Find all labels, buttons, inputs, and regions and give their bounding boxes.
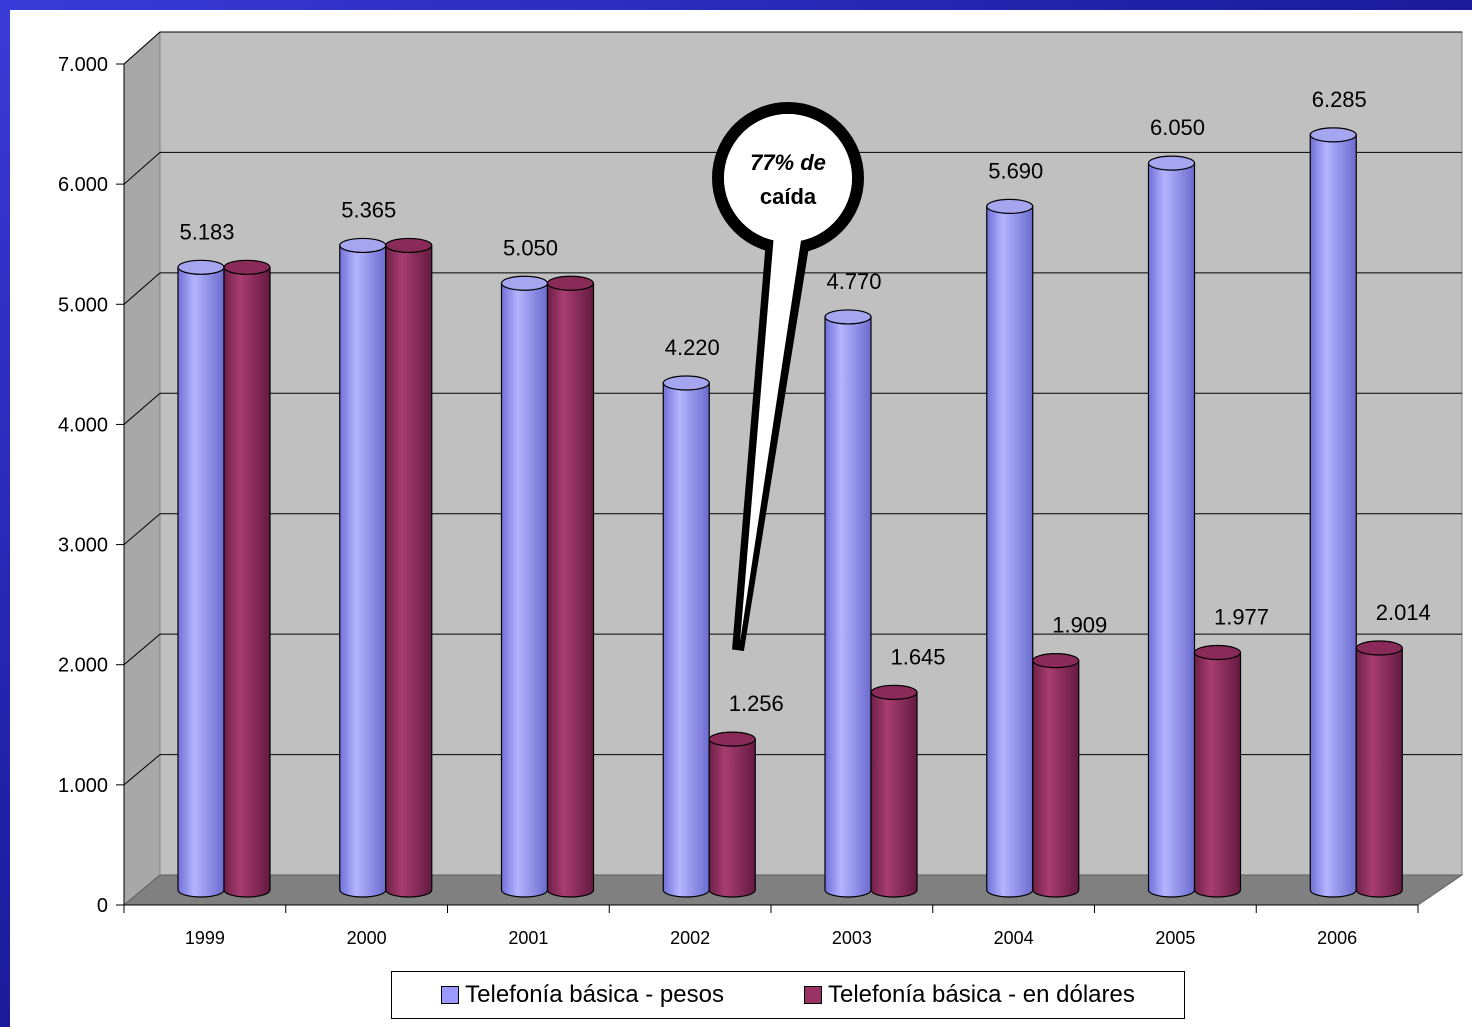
legend-item-pesos: Telefonía básica - pesos bbox=[441, 981, 724, 1009]
data-label: 5.365 bbox=[341, 197, 396, 222]
gridline-side bbox=[123, 152, 161, 185]
x-tick-label: 1999 bbox=[185, 928, 225, 948]
y-tick-label: 6.000 bbox=[58, 174, 108, 196]
data-label: 2.014 bbox=[1376, 600, 1431, 625]
x-tick-label: 2004 bbox=[994, 928, 1034, 948]
bar-pesos-2003 bbox=[824, 316, 872, 898]
bar-top-dolares-2005 bbox=[1193, 644, 1242, 661]
bar-pesos-1999 bbox=[177, 266, 225, 898]
data-label: 5.050 bbox=[503, 235, 558, 260]
bar-top-pesos-2004 bbox=[986, 198, 1034, 214]
legend-swatch-dolares bbox=[803, 986, 822, 1004]
bar-dolares-2001 bbox=[546, 282, 595, 898]
bar-pesos-2001 bbox=[500, 282, 549, 898]
y-tick-label: 0 bbox=[97, 895, 108, 917]
data-label: 4.220 bbox=[665, 335, 720, 360]
bar-dolares-2002 bbox=[708, 738, 756, 898]
bar-top-pesos-2001 bbox=[500, 275, 549, 291]
data-label: 1.645 bbox=[890, 644, 945, 669]
x-tick-label: 2001 bbox=[508, 928, 548, 948]
data-label: 6.050 bbox=[1150, 115, 1205, 140]
bar-top-pesos-2003 bbox=[824, 309, 872, 325]
callout-text-line2: caída bbox=[760, 184, 817, 209]
slide-top-border bbox=[0, 0, 1472, 10]
legend: Telefonía básica - pesos Telefonía básic… bbox=[391, 971, 1185, 1019]
legend-label-pesos: Telefonía básica - pesos bbox=[465, 981, 724, 1008]
legend-label-dolares: Telefonía básica - en dólares bbox=[827, 981, 1135, 1008]
callout-text-line1: 77% de bbox=[750, 150, 826, 175]
bar-top-pesos-2000 bbox=[339, 237, 387, 254]
bars bbox=[177, 127, 1403, 898]
x-tick-label: 2000 bbox=[347, 928, 387, 948]
bar-pesos-2002 bbox=[662, 382, 710, 898]
x-tick-label: 2003 bbox=[832, 928, 872, 948]
bar-top-pesos-2006 bbox=[1309, 127, 1357, 143]
slide-left-border bbox=[0, 0, 10, 1027]
bar-dolares-2004 bbox=[1032, 660, 1080, 898]
y-tick-label: 1.000 bbox=[58, 775, 108, 797]
y-tick-label: 2.000 bbox=[58, 655, 108, 677]
x-tick-label: 2005 bbox=[1155, 928, 1195, 948]
bar-dolares-1999 bbox=[223, 266, 271, 898]
bar-pesos-2005 bbox=[1147, 162, 1196, 898]
y-tick-label: 7.000 bbox=[58, 54, 108, 76]
bar-dolares-2006 bbox=[1355, 647, 1403, 898]
gridline-side bbox=[123, 633, 161, 666]
chart-side-wall bbox=[123, 30, 161, 907]
bar-top-dolares-2006 bbox=[1355, 640, 1403, 656]
callout-bubble-fill bbox=[724, 114, 852, 242]
bar-pesos-2004 bbox=[986, 205, 1034, 898]
gridline-side bbox=[123, 272, 161, 305]
data-label: 1.909 bbox=[1052, 613, 1107, 638]
bar-top-dolares-2002 bbox=[708, 731, 756, 747]
bar-dolares-2000 bbox=[385, 244, 433, 898]
x-tick-label: 2006 bbox=[1317, 928, 1357, 948]
annotation-callout: 77% de caída bbox=[712, 102, 864, 651]
chart-floor bbox=[122, 874, 1464, 906]
bar-dolares-2005 bbox=[1193, 651, 1242, 898]
y-tick-label: 4.000 bbox=[58, 414, 108, 436]
data-label: 6.285 bbox=[1312, 87, 1367, 112]
bar-pesos-2006 bbox=[1309, 134, 1357, 898]
data-label: 5.183 bbox=[179, 219, 234, 244]
bar-top-pesos-2005 bbox=[1147, 155, 1196, 171]
data-label: 4.770 bbox=[826, 269, 881, 294]
data-label: 1.256 bbox=[729, 691, 784, 716]
gridline-side bbox=[123, 513, 161, 545]
y-tick-label: 5.000 bbox=[58, 294, 108, 316]
bar-top-dolares-1999 bbox=[223, 259, 271, 275]
gridline-side bbox=[123, 31, 161, 65]
data-labels: 5.183 5.365 5.050 4.220 1.256 4.770 1.645 5.690… bbox=[179, 87, 1430, 716]
axes: 0 1.000 2.000 3.000 4.000 5.000 6.000 7.000 1999… bbox=[58, 54, 1419, 948]
data-label: 1.977 bbox=[1214, 604, 1269, 629]
x-tick-label: 2002 bbox=[670, 928, 710, 948]
bar-top-dolares-2004 bbox=[1032, 653, 1080, 669]
legend-swatch-pesos bbox=[441, 986, 460, 1004]
bar-top-dolares-2000 bbox=[385, 237, 433, 254]
callout-pointer-fill bbox=[740, 234, 802, 642]
gridline-side bbox=[123, 754, 161, 786]
data-label: 5.690 bbox=[988, 158, 1043, 183]
bar-top-dolares-2001 bbox=[546, 275, 595, 291]
y-tick-label: 3.000 bbox=[58, 535, 108, 557]
bar-top-dolares-2003 bbox=[870, 684, 918, 700]
bar-pesos-2000 bbox=[339, 244, 387, 898]
bar-dolares-2003 bbox=[870, 691, 918, 898]
legend-item-dolares: Telefonía básica - en dólares bbox=[803, 981, 1135, 1009]
gridline-side bbox=[123, 392, 161, 425]
bar-top-pesos-1999 bbox=[177, 259, 225, 275]
bar-top-pesos-2002 bbox=[662, 375, 710, 391]
